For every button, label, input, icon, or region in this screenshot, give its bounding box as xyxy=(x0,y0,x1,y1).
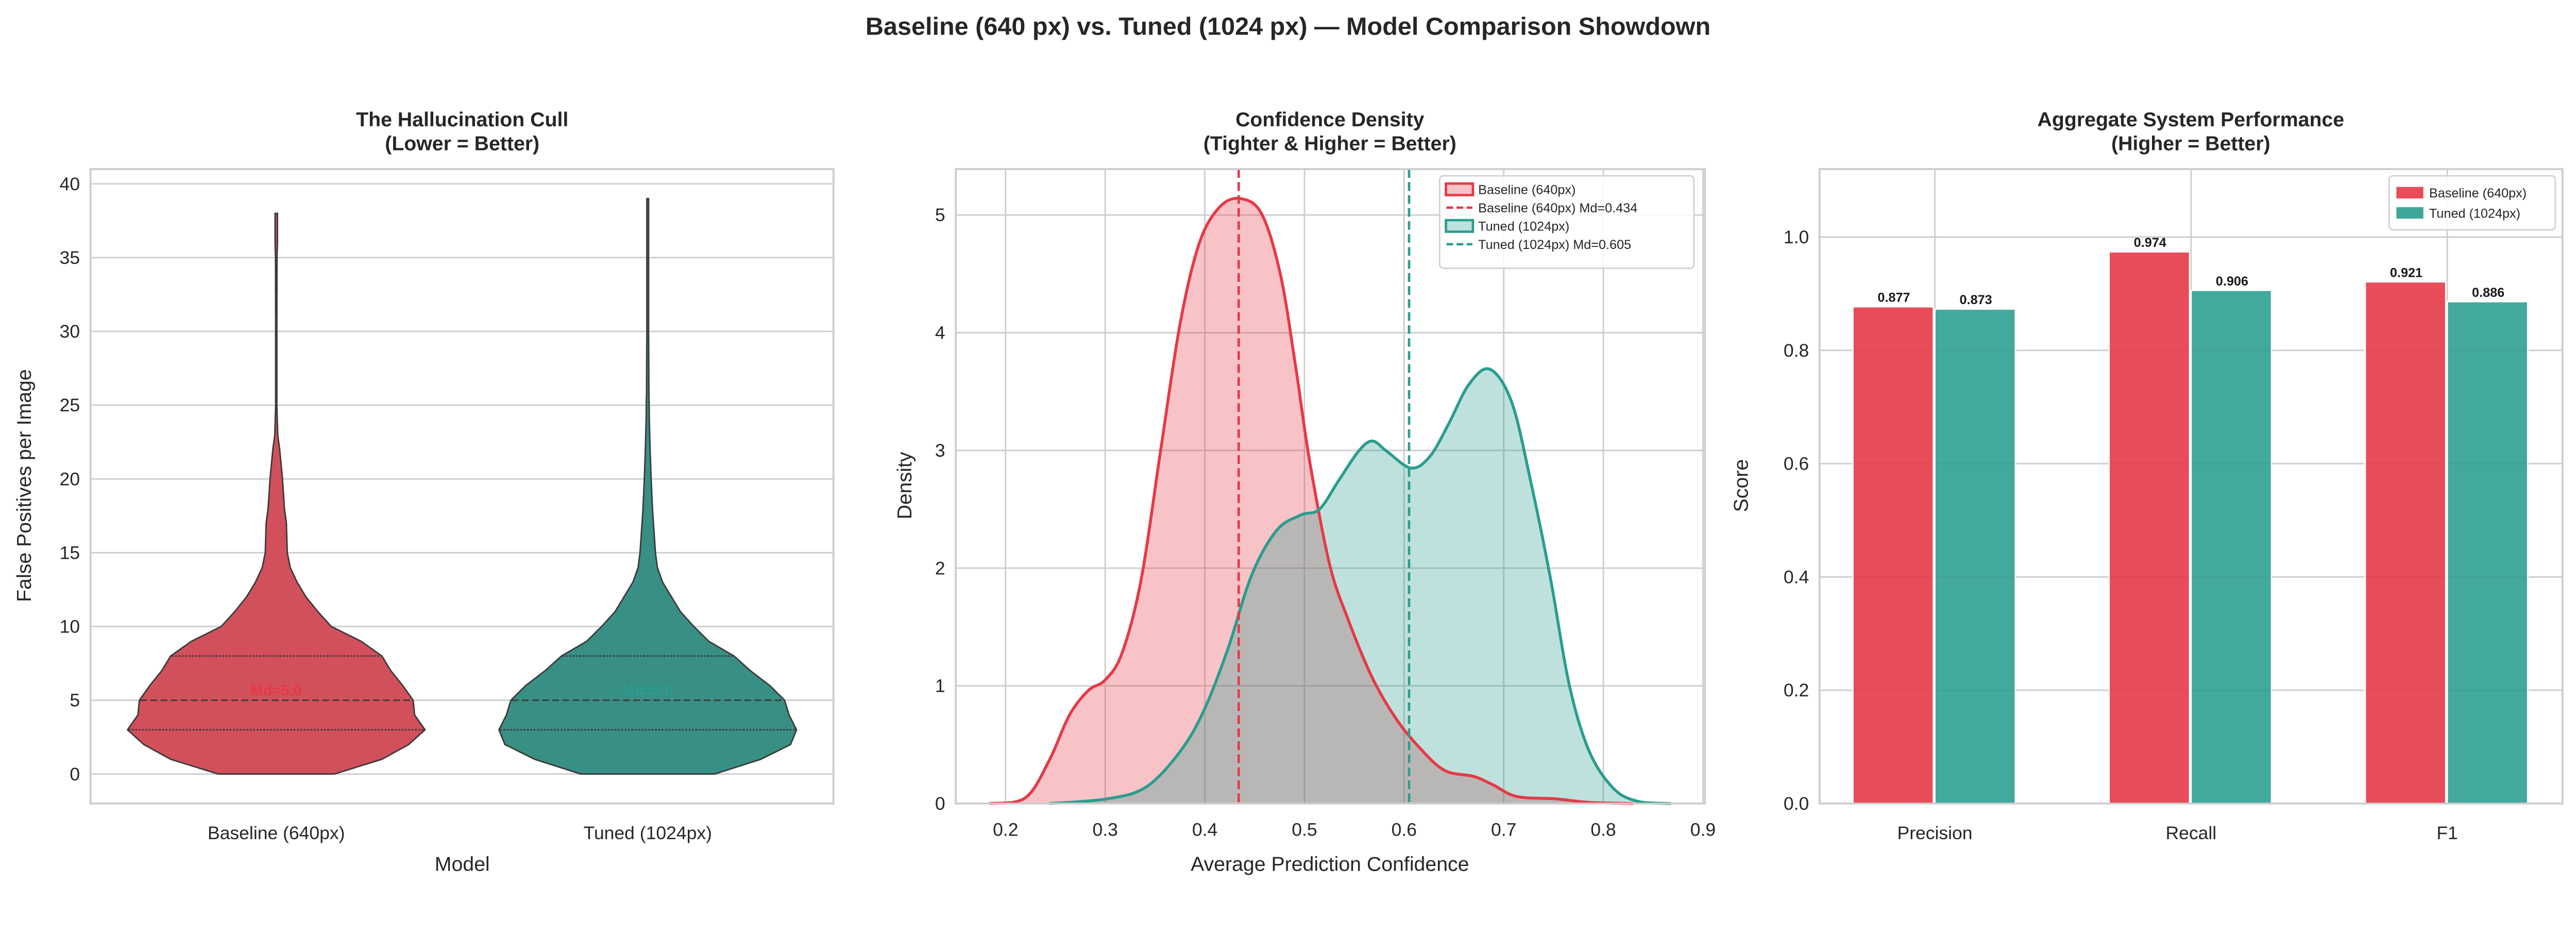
baseline-bar xyxy=(2108,251,2191,805)
violin-title-line2: (Lower = Better) xyxy=(385,132,539,155)
legend-label: Baseline (640px) Md=0.434 xyxy=(1478,201,1637,215)
x-tick-label: 0.4 xyxy=(1192,819,1217,840)
y-tick-label: 10 xyxy=(60,616,80,637)
x-tick-label: 0.3 xyxy=(1093,819,1118,840)
x-tick-label: 0.8 xyxy=(1590,819,1616,840)
y-tick-label: 1 xyxy=(935,676,945,696)
y-tick-label: 0.0 xyxy=(1784,793,1809,814)
figure-suptitle: Baseline (640 px) vs. Tuned (1024 px) — … xyxy=(866,12,1710,40)
baseline-density-area xyxy=(989,198,1634,804)
legend-swatch-patch xyxy=(1445,219,1475,233)
bar-title-line1: Aggregate System Performance xyxy=(2038,108,2345,131)
bar-value-label: 0.974 xyxy=(2134,236,2166,250)
x-tick-label: F1 xyxy=(2436,823,2458,843)
x-tick-label: 0.6 xyxy=(1392,819,1417,840)
tuned-bar xyxy=(2190,289,2273,805)
legend-frame xyxy=(1438,175,1695,269)
violin-body xyxy=(498,197,798,775)
x-tick-label: Recall xyxy=(2165,823,2216,843)
legend-swatch xyxy=(2396,207,2424,219)
figure: Baseline (640 px) vs. Tuned (1024 px) — … xyxy=(13,12,2564,876)
y-tick-label: 15 xyxy=(60,542,80,563)
density-title-line1: Confidence Density xyxy=(1235,108,1425,131)
x-tick-label: 0.5 xyxy=(1292,819,1317,840)
bar-title-line2: (Higher = Better) xyxy=(2111,132,2270,155)
violin-body xyxy=(127,212,426,775)
legend-label: Baseline (640px) xyxy=(1478,183,1575,197)
density-panel: Confidence Density (Tighter & Higher = B… xyxy=(893,108,1716,876)
x-tick-label: 0.9 xyxy=(1690,819,1716,840)
y-tick-label: 4 xyxy=(935,323,945,343)
tuned-bar xyxy=(2446,301,2529,805)
violin-panel: The Hallucination Cull (Lower = Better) … xyxy=(13,108,835,876)
bar-value-label: 0.877 xyxy=(1877,291,1910,305)
legend-label: Tuned (1024px) xyxy=(2429,206,2520,221)
x-tick-label: 0.7 xyxy=(1491,819,1516,840)
y-tick-label: 1.0 xyxy=(1784,227,1809,247)
legend-swatch-patch xyxy=(1445,182,1475,196)
y-tick-label: 20 xyxy=(60,469,80,489)
y-tick-label: 0.2 xyxy=(1784,680,1809,701)
bar-value-label: 0.873 xyxy=(1960,293,1992,307)
bar-legend: Baseline (640px) Tuned (1024px) xyxy=(2388,175,2556,231)
legend-swatch xyxy=(2396,187,2424,199)
density-ylabel: Density xyxy=(893,452,916,519)
violin-median-label: Md=5.0 xyxy=(622,682,673,699)
y-tick-label: 0.4 xyxy=(1784,566,1809,587)
y-tick-label: 0.6 xyxy=(1784,454,1809,474)
violin-xlabel: Model xyxy=(435,853,490,876)
tuned-density-line xyxy=(1049,367,1671,805)
y-tick-label: 5 xyxy=(935,205,945,225)
legend-label: Tuned (1024px) Md=0.605 xyxy=(1478,238,1631,252)
tuned-density-area xyxy=(1049,369,1671,804)
bar-value-label: 0.906 xyxy=(2216,274,2248,289)
y-tick-label: 3 xyxy=(935,440,945,461)
bar-value-label: 0.886 xyxy=(2472,286,2504,300)
x-tick-label: Baseline (640px) xyxy=(208,823,345,843)
y-tick-label: 0 xyxy=(935,793,945,814)
legend-label: Baseline (640px) xyxy=(2429,186,2527,201)
y-tick-label: 0 xyxy=(70,764,80,785)
legend-label: Tuned (1024px) xyxy=(1478,220,1569,234)
violin-title-line1: The Hallucination Cull xyxy=(356,108,568,131)
bar-ylabel: Score xyxy=(1730,459,1753,512)
violin-ylabel: False Positives per Image xyxy=(13,369,36,602)
density-title-line2: (Tighter & Higher = Better) xyxy=(1204,132,1456,155)
x-tick-label: Precision xyxy=(1897,823,1973,843)
tuned-bar xyxy=(1934,308,2016,805)
y-tick-label: 2 xyxy=(935,558,945,578)
baseline-bar xyxy=(1852,306,1935,805)
y-tick-label: 40 xyxy=(60,174,80,194)
violin-axes-frame xyxy=(89,168,835,805)
y-tick-label: 0.8 xyxy=(1784,340,1809,361)
bar-value-label: 0.921 xyxy=(2390,265,2422,280)
violin-median-label: Md=5.0 xyxy=(251,682,302,699)
baseline-density-line xyxy=(989,196,1634,805)
y-tick-label: 5 xyxy=(70,690,80,711)
legend-frame xyxy=(2388,175,2556,231)
bar-panel: Aggregate System Performance (Higher = B… xyxy=(1730,108,2564,843)
x-tick-label: Tuned (1024px) xyxy=(584,823,712,843)
y-tick-label: 30 xyxy=(60,321,80,342)
density-axes-frame xyxy=(955,168,1706,805)
density-xlabel: Average Prediction Confidence xyxy=(1191,853,1469,876)
y-tick-label: 35 xyxy=(60,247,80,268)
bar-axes-frame xyxy=(1818,168,2564,805)
baseline-bar xyxy=(2364,281,2447,805)
x-tick-label: 0.2 xyxy=(993,819,1018,840)
density-legend: Baseline (640px) Baseline (640px) Md=0.43… xyxy=(1438,175,1695,269)
y-tick-label: 25 xyxy=(60,395,80,415)
